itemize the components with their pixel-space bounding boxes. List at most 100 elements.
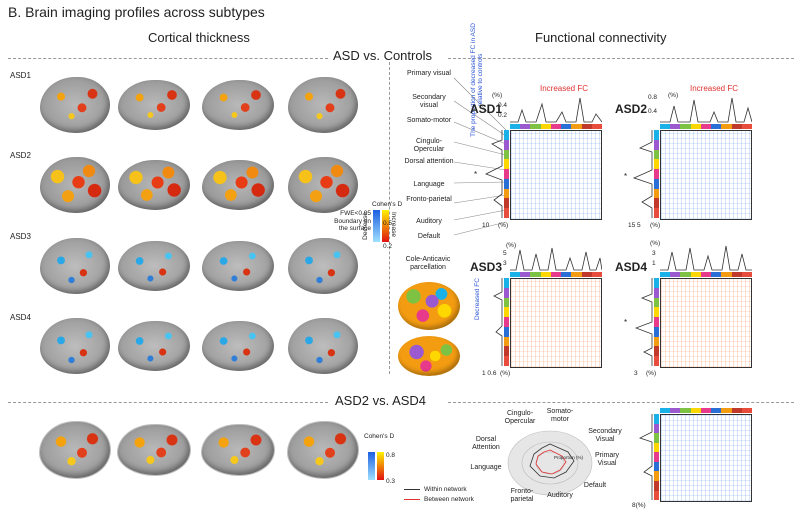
matrix-asd3-left-colorbar xyxy=(504,278,509,367)
matrix-asd3-left-ticks: 1 0.6 xyxy=(482,370,497,377)
radar-axis-language: Language xyxy=(470,464,502,471)
brain-asd4-lateral-right xyxy=(288,318,358,374)
matrix-asd1-star: * xyxy=(474,170,478,179)
network-leader-lines xyxy=(453,77,507,236)
radar-axis-cingulo-opercular: Cingulo-Opercular xyxy=(504,410,536,425)
matrix-asd1-increased-fc: Increased FC xyxy=(540,84,589,93)
matrix-asd2-top-profile xyxy=(660,97,752,123)
brain-asd24-medial-left xyxy=(117,424,191,476)
fwe-label: FWE<0.05 xyxy=(340,210,371,217)
brain-asd4-medial-left xyxy=(118,321,190,371)
brain-asd3-lateral-left xyxy=(40,238,110,294)
matrix-asd3 xyxy=(510,278,602,368)
matrix-asd3-left-profile xyxy=(493,278,503,366)
matrix-asd2-star: * xyxy=(624,172,628,181)
matrix-asd1-label: ASD1 xyxy=(470,102,503,116)
within-line-swatch xyxy=(404,488,420,490)
matrix-asd4-top-pct: (%) xyxy=(650,240,661,247)
matrix-asd3-top-pct: (%) xyxy=(506,242,517,249)
matrix-asd4-top-t1: 3 xyxy=(652,250,656,257)
radar-axis-secondary-visual: Secondary Visual xyxy=(588,428,622,443)
matrix-asd1-top-t2: 0.2 xyxy=(498,112,508,119)
brain-asd3-medial-left xyxy=(118,241,190,291)
brain-asd2-lateral-left xyxy=(40,157,110,213)
asd24-colorbar-red xyxy=(377,452,384,480)
radar-axis-auditory: Auditory xyxy=(547,492,573,499)
network-label-somato-motor: Somato-motor xyxy=(406,117,452,124)
brain-asd4-lateral-left xyxy=(40,318,110,374)
network-label-cingulo-opercular: Cingulo-Opercular xyxy=(413,138,445,153)
matrix-asd1-left-pct: (%) xyxy=(498,222,509,229)
ct-min-label: 0.2 xyxy=(383,243,393,250)
matrix-asd1-left-profile xyxy=(485,130,503,218)
row-label-asd3: ASD3 xyxy=(10,232,31,241)
matrix-asd4-left-ticks: 3 xyxy=(634,370,638,377)
asd2-vs-asd4-header: ASD2 vs. ASD4 xyxy=(335,393,427,408)
asd24-max-label: 0.8 xyxy=(386,452,396,459)
ct-increase-label: Increase xyxy=(390,212,397,237)
brain-asd1-lateral-right xyxy=(288,77,358,133)
matrix-asd3-label: ASD3 xyxy=(470,260,503,274)
matrix-asd1-top-colorbar xyxy=(510,124,602,129)
brain-asd1-lateral-left xyxy=(40,77,110,133)
matrix-asd4-top-t2: 1 xyxy=(652,260,656,267)
brain-asd24-medial-right xyxy=(201,424,275,476)
matrix-asd2-left-colorbar xyxy=(654,130,659,219)
asd24-colorbar-blue xyxy=(368,452,375,480)
parcellation-brain-lateral xyxy=(398,282,460,330)
radar-legend-between-label: Between network xyxy=(424,496,474,503)
matrix-asd2 xyxy=(660,130,752,220)
network-label-primary-visual: Primary visual xyxy=(407,70,451,77)
network-label-secondary-visual: Secondary visual xyxy=(412,94,446,109)
divider-left xyxy=(8,58,328,59)
ct-colorbar-decrease xyxy=(373,210,380,242)
matrix-asd1-left-ticks: 10 xyxy=(482,222,490,229)
matrix-asd2-left-pct: (%) xyxy=(650,222,661,229)
row-label-asd2: ASD2 xyxy=(10,151,31,160)
matrix-asd2-top-t1: 0.8 xyxy=(648,94,658,101)
ct-colorbar-increase xyxy=(382,210,389,242)
matrix-asd1-top-profile xyxy=(510,97,602,123)
matrix-asd1 xyxy=(510,130,602,220)
matrix-asd3-top-t2: 3 xyxy=(503,260,507,267)
matrix-asd2-left-ticks: 15 5 xyxy=(628,222,641,229)
matrix-asd2-top-pct: (%) xyxy=(668,92,679,99)
divider-right xyxy=(448,58,794,59)
proportion-decreased-label: The proportion of decreased FC in ASD re… xyxy=(470,23,484,137)
radar-legend-within-label: Within network xyxy=(424,486,467,493)
matrix-asd1-top-pct: (%) xyxy=(492,92,503,99)
radar-center-tick: Proportion (%) xyxy=(554,455,584,460)
ct-decrease-label: Decrease xyxy=(362,212,369,240)
radar-axis-fronto-parietal: Fronto-parietal xyxy=(510,488,534,503)
divider2-left xyxy=(8,402,328,403)
matrix-asd1-left-colorbar xyxy=(504,130,509,219)
brain-asd2-lateral-right xyxy=(288,157,358,213)
functional-connectivity-header: Functional connectivity xyxy=(535,30,667,45)
asd24-left-colorbar xyxy=(654,414,659,501)
radar-legend-between: Between network xyxy=(404,496,474,503)
asd24-matrix xyxy=(660,414,752,502)
brain-asd4-medial-right xyxy=(202,321,274,371)
asd24-left-profile xyxy=(638,414,653,500)
brain-asd24-lateral-right xyxy=(287,421,359,479)
asd-vs-controls-header: ASD vs. Controls xyxy=(333,48,432,63)
matrix-asd3-top-profile xyxy=(510,247,602,271)
radar-axis-primary-visual: Primary Visual xyxy=(594,452,620,467)
asd24-top-colorbar xyxy=(660,408,752,413)
brain-asd1-medial-right xyxy=(202,80,274,130)
decreased-fc-label: Decreased FC xyxy=(474,278,481,320)
matrix-asd2-label: ASD2 xyxy=(615,102,648,116)
matrix-asd2-top-colorbar xyxy=(660,124,752,129)
matrix-asd2-increased-fc: Increased FC xyxy=(690,84,739,93)
brain-asd1-medial-left xyxy=(118,80,190,130)
parcellation-brain-medial xyxy=(398,336,460,376)
matrix-asd3-top-colorbar xyxy=(510,272,602,277)
matrix-asd4-left-profile xyxy=(634,278,653,366)
brain-asd2-medial-left xyxy=(118,160,190,210)
asd24-left-pct: 8(%) xyxy=(632,502,646,509)
matrix-asd2-left-profile xyxy=(632,130,653,218)
matrix-asd4-top-profile xyxy=(660,245,752,271)
brain-asd24-lateral-left xyxy=(39,421,111,479)
radar-chart xyxy=(507,430,593,496)
ct-max-label: 0.5 xyxy=(383,220,393,227)
